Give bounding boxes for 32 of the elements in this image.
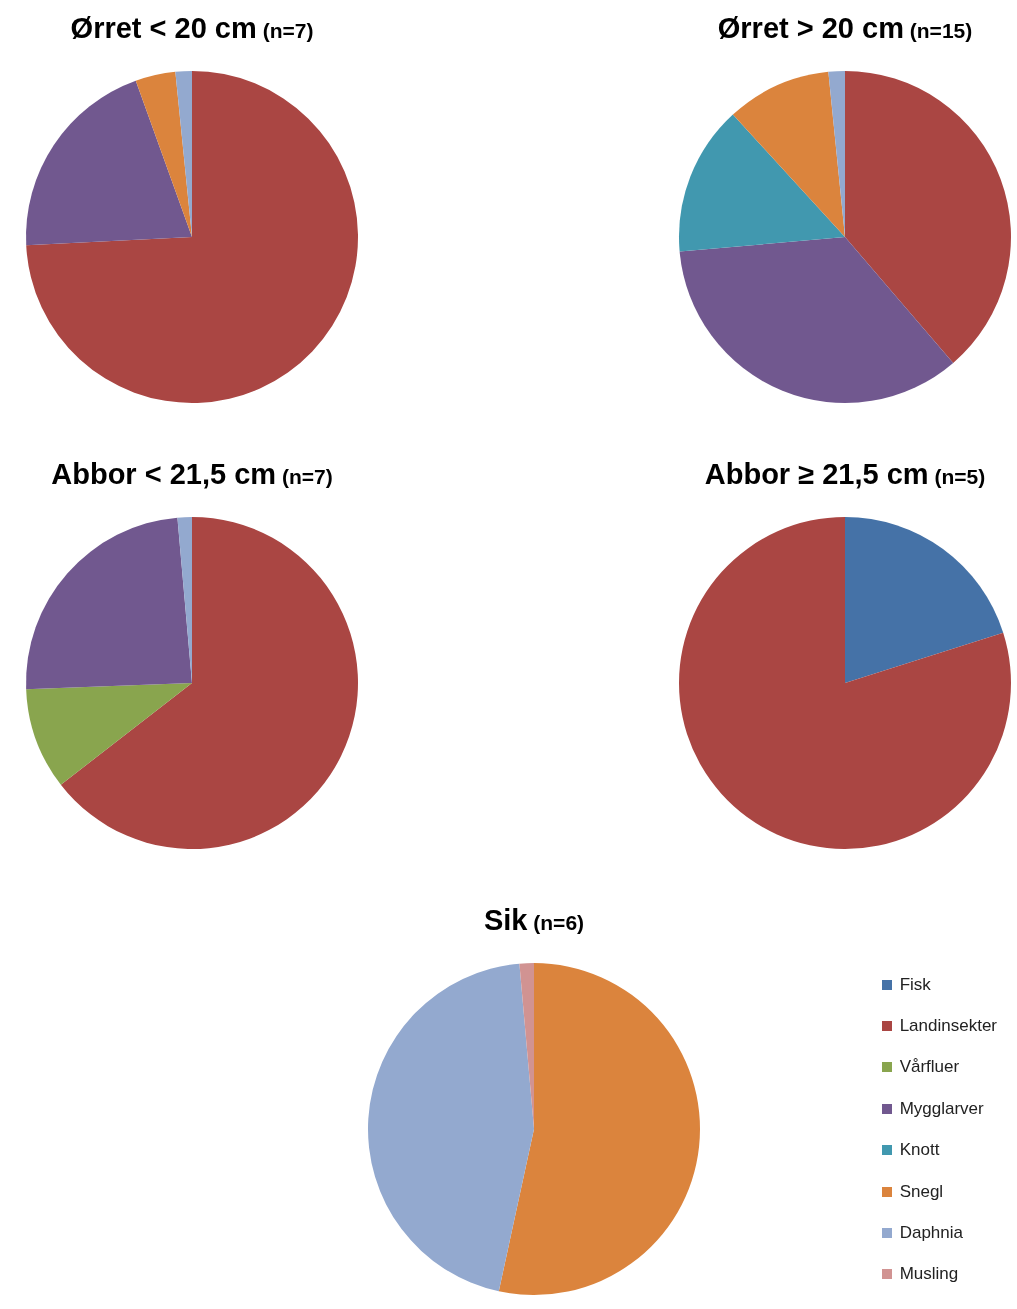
pie-slice — [135, 71, 192, 237]
chart-title: Sik — [483, 904, 528, 936]
chart-title: Abbor ≥ 21,5 cm — [704, 458, 929, 490]
chart-subtitle: (n=15) — [909, 19, 973, 42]
pie-slice — [368, 963, 534, 1292]
pie-slice — [732, 71, 845, 237]
pie-slice — [60, 517, 358, 849]
pie-slice — [26, 71, 358, 403]
legend-label: Daphnia — [899, 1223, 963, 1244]
chart-title: Abbor < 21,5 cm — [51, 458, 277, 490]
chart-title: Ørret < 20 cm — [70, 12, 257, 44]
pie-slice — [679, 517, 1011, 849]
legend-label: Knott — [899, 1140, 940, 1161]
chart-subtitle: (n=7) — [281, 465, 333, 488]
legend-label: Snegl — [899, 1181, 944, 1202]
pie-slice — [845, 517, 1004, 683]
chart-title: Ørret > 20 cm — [717, 12, 904, 44]
chart-subtitle: (n=7) — [262, 19, 314, 42]
legend-label: Mygglarver — [899, 1098, 984, 1119]
pie-slice — [26, 80, 192, 246]
pie-slice — [845, 71, 1011, 363]
legend-label: Musling — [899, 1264, 959, 1285]
legend-label: Vårfluer — [899, 1057, 960, 1078]
chart-subtitle: (n=6) — [533, 911, 585, 934]
pie-slice — [26, 517, 192, 690]
chart-subtitle: (n=5) — [934, 465, 986, 488]
pie-slice — [679, 237, 954, 403]
pie-slice — [679, 114, 845, 252]
legend-label: Landinsekter — [899, 1016, 997, 1037]
pie-slice — [26, 683, 192, 785]
pie-slice — [498, 963, 700, 1295]
legend-label: Fisk — [899, 974, 931, 995]
